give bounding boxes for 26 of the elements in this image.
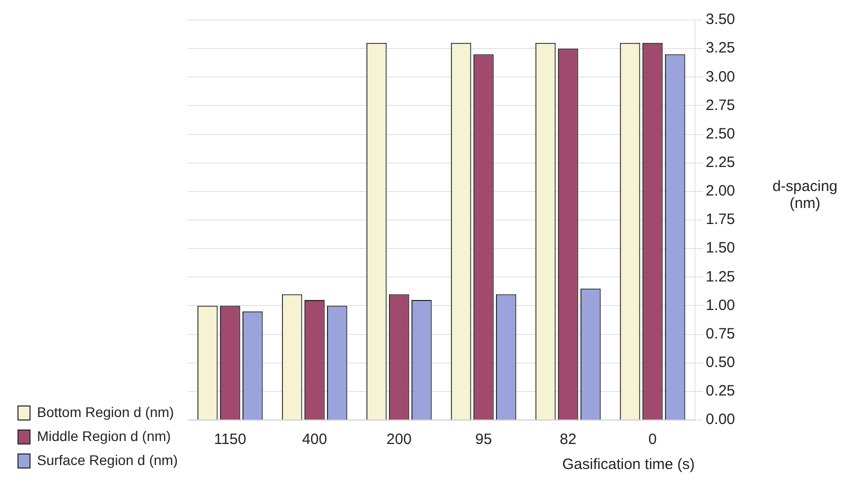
x-tick-label: 200 [386, 431, 412, 448]
y-tick-label: 0.50 [706, 354, 736, 371]
x-axis-title: Gasification time (s) [562, 456, 695, 474]
y-tick-label: 3.50 [706, 11, 736, 28]
y-tick-label: 2.25 [706, 154, 736, 171]
y-tick-label: 3.00 [706, 68, 736, 86]
y-tick-label: 0.00 [706, 411, 736, 428]
legend-label: Surface Region d (nm) [37, 452, 178, 468]
y-tick-label: 2.75 [706, 96, 736, 114]
x-tick-label: 400 [302, 431, 328, 448]
x-tick-label: 82 [560, 431, 576, 448]
y-tick-label: 0.75 [706, 325, 736, 342]
y-tick-label: 1.00 [706, 296, 736, 314]
x-tick-label: 95 [475, 431, 492, 448]
x-tick-label: 1150 [214, 431, 246, 448]
y-tick-label: 2.50 [706, 125, 736, 142]
y-axis-title: d-spacing (nm) [771, 178, 839, 212]
x-tick-label: 0 [648, 431, 657, 448]
y-tick-label: 0.25 [706, 382, 736, 400]
legend-label: Bottom Region d (nm) [37, 404, 174, 420]
y-tick-label: 1.75 [706, 211, 736, 228]
y-tick-label: 1.25 [706, 268, 736, 286]
legend-label: Middle Region d (nm) [37, 428, 171, 444]
y-tick-label: 1.50 [706, 240, 736, 257]
y-tick-label: 2.00 [706, 182, 736, 200]
y-tick-label: 3.25 [706, 40, 736, 57]
